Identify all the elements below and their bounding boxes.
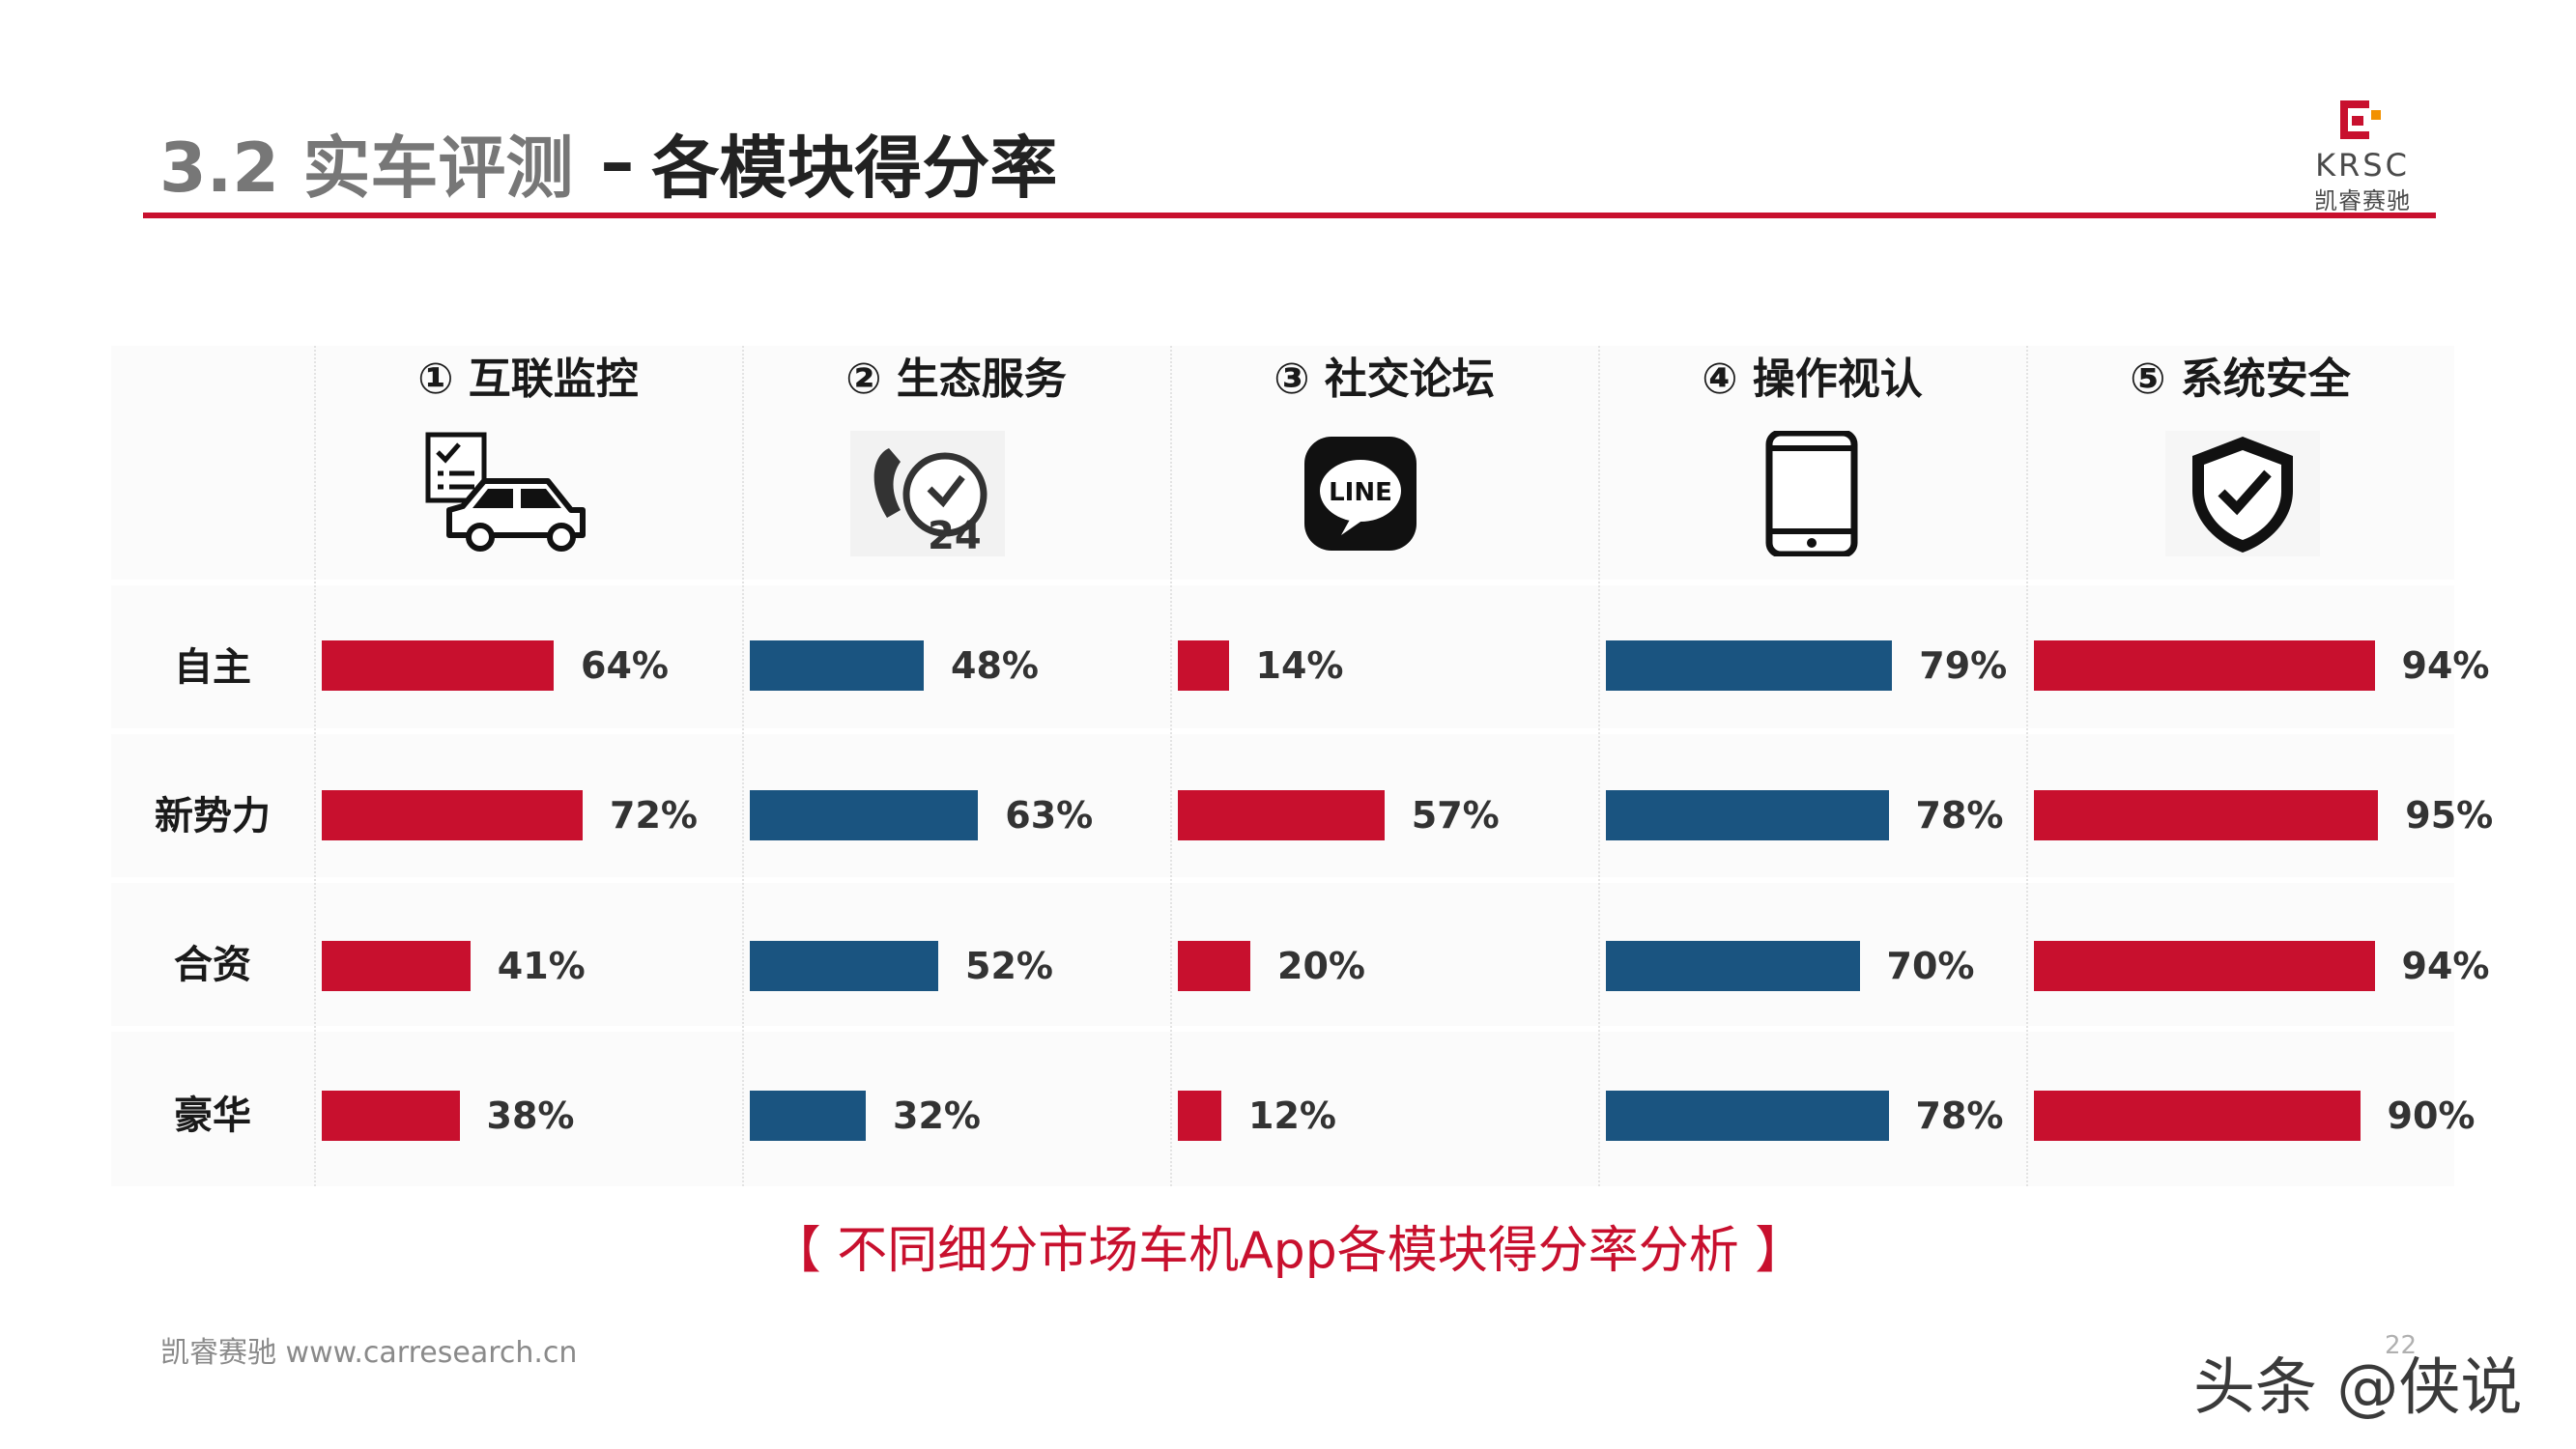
column-separator bbox=[1170, 346, 1172, 1186]
logo-subtext: 凯睿赛驰 bbox=[2314, 187, 2411, 214]
bar-4-2 bbox=[1606, 790, 1889, 840]
bar-value-label-2-3: 52% bbox=[965, 945, 1053, 987]
svg-text:LINE: LINE bbox=[1329, 478, 1392, 507]
column-separator bbox=[1598, 346, 1600, 1186]
bar-1-1 bbox=[322, 640, 554, 691]
bar-value-label-5-3: 94% bbox=[2401, 945, 2490, 987]
bar-value-label-3-4: 12% bbox=[1248, 1094, 1336, 1137]
module-header-5: ⑤ 系统安全 bbox=[2130, 355, 2351, 404]
bar-4-3 bbox=[1606, 941, 1860, 991]
bar-value-label-1-1: 64% bbox=[581, 644, 669, 687]
svg-text:24: 24 bbox=[928, 514, 982, 556]
module-header-1: ① 互联监控 bbox=[417, 355, 639, 404]
module-score-chart: ① 互联监控 ② 生态服务 ③ 社交论坛 ④ 操作视认 ⑤ 系统安全 24 LI… bbox=[111, 346, 2493, 1186]
bar-1-4 bbox=[322, 1091, 460, 1141]
module-header-4: ④ 操作视认 bbox=[1702, 355, 1923, 404]
24h-phone-service-icon: 24 bbox=[850, 431, 1005, 556]
page-title: 3.2 实车评测 – 各模块得分率 bbox=[159, 114, 1057, 211]
car-checklist-icon bbox=[425, 432, 586, 552]
bar-value-label-1-3: 41% bbox=[497, 945, 586, 987]
title-dash: – bbox=[600, 123, 635, 202]
category-label-4: 豪华 bbox=[174, 1094, 251, 1138]
bar-3-1 bbox=[1178, 640, 1229, 691]
bar-value-label-4-3: 70% bbox=[1886, 945, 1975, 987]
krsc-logo: KRSC 凯睿赛驰 bbox=[2290, 89, 2435, 214]
bar-value-label-5-2: 95% bbox=[2405, 794, 2494, 837]
bar-3-4 bbox=[1178, 1091, 1221, 1141]
bar-value-label-2-1: 48% bbox=[951, 644, 1039, 687]
line-chat-icon: LINE bbox=[1304, 437, 1417, 551]
module-header-3: ③ 社交论坛 bbox=[1274, 355, 1495, 404]
bar-value-label-4-2: 78% bbox=[1915, 794, 2004, 837]
watermark: 头条 @侠说 bbox=[2193, 1352, 2523, 1424]
shield-check-icon bbox=[2165, 431, 2320, 556]
krsc-logo-mark-icon bbox=[2340, 100, 2381, 139]
bar-value-label-2-4: 32% bbox=[893, 1094, 981, 1137]
bar-2-4 bbox=[750, 1091, 866, 1141]
column-separator bbox=[314, 346, 316, 1186]
logo-text: KRSC bbox=[2315, 147, 2410, 184]
category-label-1: 自主 bbox=[174, 645, 251, 690]
header-row-bg bbox=[111, 346, 2454, 580]
bar-2-1 bbox=[750, 640, 924, 691]
category-label-3: 合资 bbox=[174, 943, 251, 987]
bar-value-label-5-1: 94% bbox=[2401, 644, 2490, 687]
bar-4-4 bbox=[1606, 1091, 1889, 1141]
bar-value-label-1-2: 72% bbox=[610, 794, 698, 837]
title-main-text: 各模块得分率 bbox=[651, 128, 1058, 208]
bar-value-label-3-1: 14% bbox=[1255, 644, 1344, 687]
column-separator bbox=[2026, 346, 2028, 1186]
page-number: 22 bbox=[2385, 1331, 2418, 1360]
title-section-number: 3.2 实车评测 bbox=[159, 128, 574, 208]
bar-2-3 bbox=[750, 941, 938, 991]
bar-4-1 bbox=[1606, 640, 1893, 691]
title-underline bbox=[143, 213, 2436, 218]
category-label-2: 新势力 bbox=[155, 794, 271, 838]
bar-1-3 bbox=[322, 941, 471, 991]
chart-caption: 【 不同细分市场车机App各模块得分率分析 】 bbox=[770, 1222, 1806, 1280]
column-separator bbox=[742, 346, 744, 1186]
bar-5-4 bbox=[2034, 1091, 2361, 1141]
bar-5-2 bbox=[2034, 790, 2379, 840]
footer-source: 凯睿赛驰 www.carresearch.cn bbox=[160, 1336, 578, 1370]
bar-3-3 bbox=[1178, 941, 1250, 991]
module-header-2: ② 生态服务 bbox=[845, 355, 1067, 404]
bar-value-label-1-4: 38% bbox=[486, 1094, 575, 1137]
bar-2-2 bbox=[750, 790, 979, 840]
bar-value-label-3-2: 57% bbox=[1411, 794, 1500, 837]
tablet-icon bbox=[1765, 431, 1858, 556]
bar-value-label-5-4: 90% bbox=[2387, 1094, 2476, 1137]
bar-value-label-3-3: 20% bbox=[1277, 945, 1365, 987]
bar-value-label-4-4: 78% bbox=[1915, 1094, 2004, 1137]
bar-1-2 bbox=[322, 790, 583, 840]
bar-5-1 bbox=[2034, 640, 2375, 691]
bar-value-label-2-2: 63% bbox=[1005, 794, 1094, 837]
bar-3-2 bbox=[1178, 790, 1385, 840]
bar-value-label-4-1: 79% bbox=[1919, 644, 2008, 687]
bar-5-3 bbox=[2034, 941, 2375, 991]
